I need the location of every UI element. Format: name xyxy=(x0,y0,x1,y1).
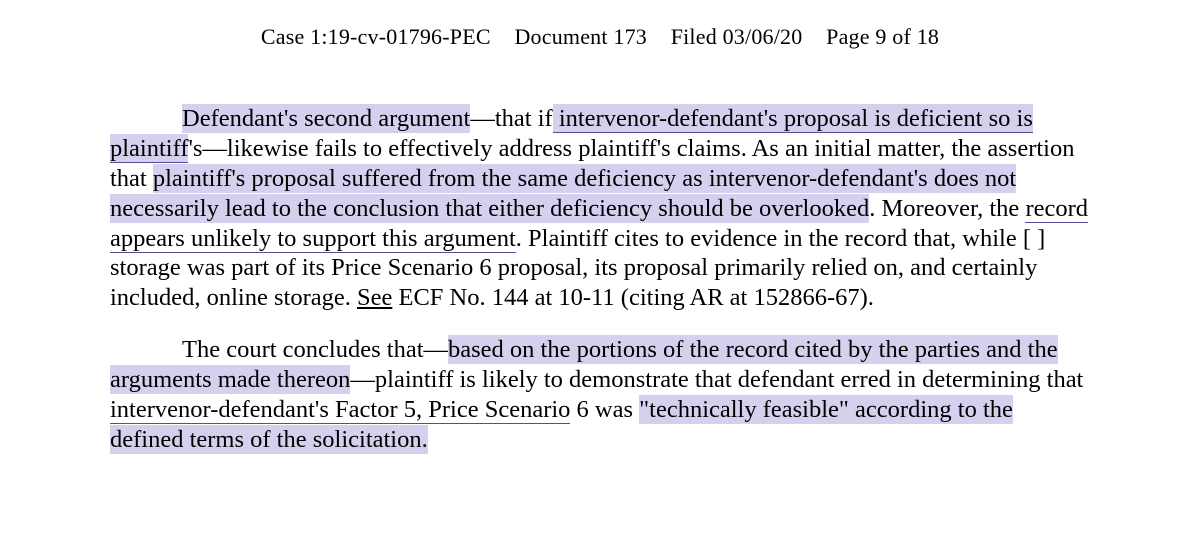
document-number: Document 173 xyxy=(514,24,647,49)
opinion-body: Defendant's second argument—that if inte… xyxy=(110,104,1090,455)
paragraph-1: Defendant's second argument—that if inte… xyxy=(110,104,1090,313)
highlight: intervenor-defendant's proposal is defic… xyxy=(553,104,989,133)
case-number: Case 1:19-cv-01796-PEC xyxy=(261,24,491,49)
page-number: Page 9 of 18 xyxy=(826,24,939,49)
text-run: Defendant's second argument xyxy=(182,105,470,132)
text-run: ECF No. 144 at 10-11 (citing AR at 15286… xyxy=(392,284,874,311)
underlined-text: intervenor-defendant's proposal is defic… xyxy=(553,105,989,133)
filed-date: Filed 03/06/20 xyxy=(671,24,803,49)
case-header: Case 1:19-cv-01796-PEC Document 173 File… xyxy=(110,24,1090,50)
text-run: —plaintiff is likely to demonstrate that… xyxy=(350,366,1083,393)
text-run: —that if xyxy=(470,105,552,132)
highlight: Defendant's second argument xyxy=(182,104,470,133)
text-run: The court concludes that— xyxy=(182,336,448,363)
see-citation: See xyxy=(357,284,392,311)
text-run: 6 was xyxy=(570,396,639,423)
underlined-text: intervenor-defendant's Factor 5, Price S… xyxy=(110,396,570,424)
document-page: Case 1:19-cv-01796-PEC Document 173 File… xyxy=(0,0,1200,501)
paragraph-2: The court concludes that—based on the po… xyxy=(110,335,1090,455)
text-run: . Moreover, the xyxy=(869,195,1025,222)
